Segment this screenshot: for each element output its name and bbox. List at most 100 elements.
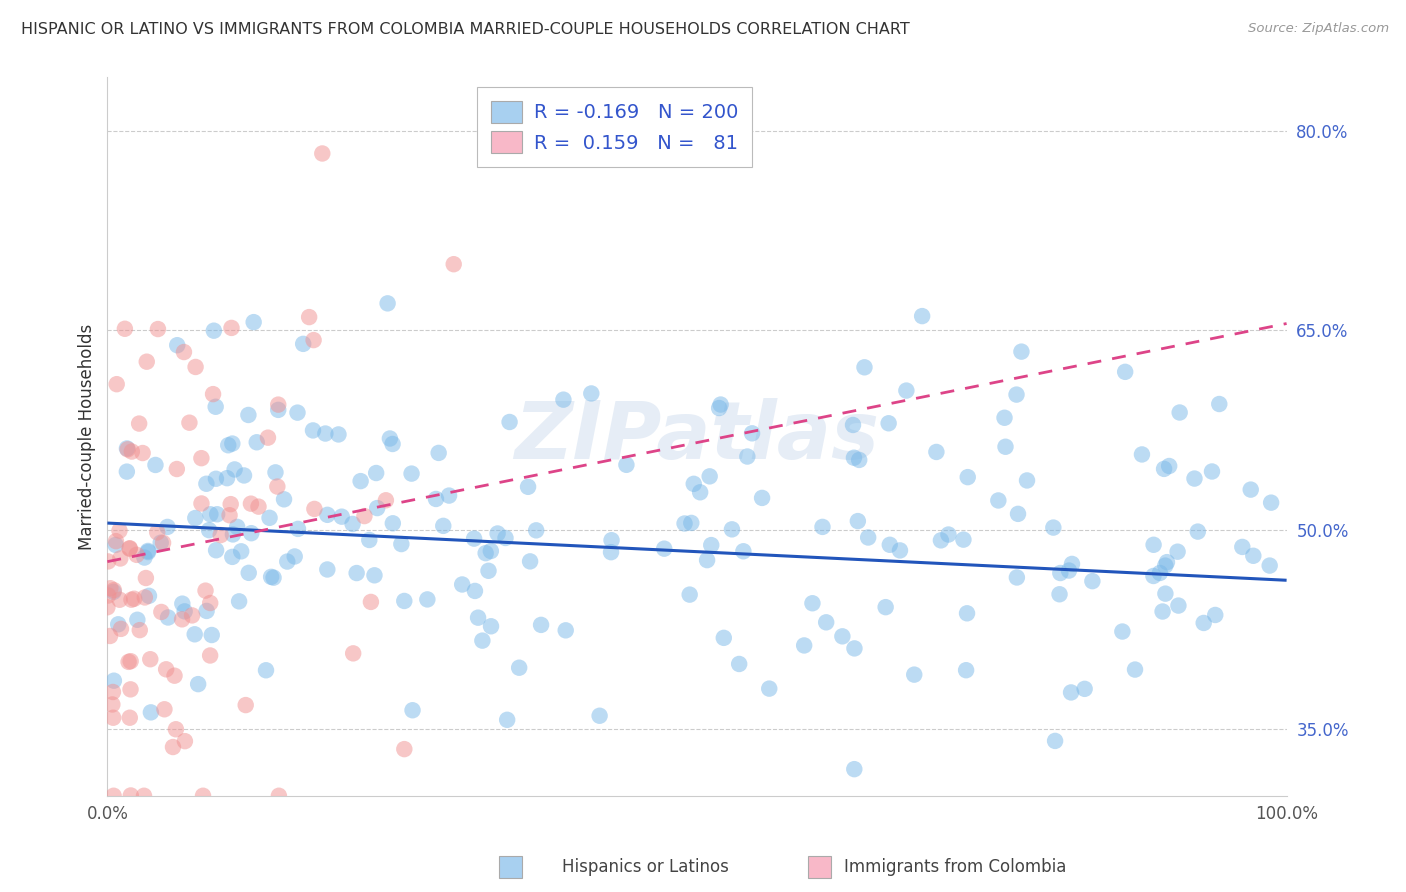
Point xyxy=(235,698,257,712)
Point xyxy=(166,338,188,352)
Point xyxy=(125,548,148,562)
Point xyxy=(101,685,124,699)
Point xyxy=(925,445,948,459)
Point xyxy=(198,648,221,663)
Point xyxy=(1260,496,1282,510)
Point xyxy=(875,600,897,615)
Point xyxy=(330,509,353,524)
Point xyxy=(581,386,603,401)
Point xyxy=(1167,544,1189,558)
Point xyxy=(366,466,388,480)
Point xyxy=(120,654,142,668)
Y-axis label: Married-couple Households: Married-couple Households xyxy=(79,324,96,549)
Point xyxy=(136,544,159,558)
Text: HISPANIC OR LATINO VS IMMIGRANTS FROM COLOMBIA MARRIED-COUPLE HOUSEHOLDS CORRELA: HISPANIC OR LATINO VS IMMIGRANTS FROM CO… xyxy=(21,22,910,37)
Point xyxy=(896,384,918,398)
Point xyxy=(118,541,141,556)
Point xyxy=(679,588,702,602)
Point xyxy=(218,508,240,523)
Point xyxy=(1043,734,1066,748)
Point xyxy=(553,392,575,407)
Point xyxy=(181,608,204,623)
Point xyxy=(471,633,494,648)
Point xyxy=(1192,615,1215,630)
Point xyxy=(198,523,221,537)
Point xyxy=(381,516,404,531)
Point xyxy=(205,472,228,486)
Point xyxy=(200,508,222,522)
Point xyxy=(519,554,541,568)
Point xyxy=(844,641,866,656)
Point xyxy=(1114,365,1136,379)
Point xyxy=(877,417,900,431)
Point xyxy=(146,322,169,336)
Point xyxy=(741,426,763,441)
Point xyxy=(1142,569,1164,583)
Point xyxy=(437,489,460,503)
Point xyxy=(801,596,824,610)
Point xyxy=(120,592,142,607)
Point xyxy=(1154,587,1177,601)
Point xyxy=(131,446,153,460)
Point xyxy=(517,480,540,494)
Point xyxy=(304,502,326,516)
Point xyxy=(1201,465,1223,479)
Point xyxy=(165,723,187,737)
Point xyxy=(104,538,127,552)
Point xyxy=(284,549,307,564)
Point xyxy=(128,417,150,431)
Point xyxy=(848,453,870,467)
Point xyxy=(127,613,149,627)
Point xyxy=(163,669,186,683)
Point xyxy=(737,450,759,464)
Point xyxy=(273,492,295,507)
Point xyxy=(184,511,207,525)
Point xyxy=(292,336,315,351)
Point xyxy=(162,739,184,754)
Point xyxy=(495,531,517,545)
Point xyxy=(342,646,364,660)
Point xyxy=(172,597,194,611)
Point xyxy=(1057,564,1080,578)
Point xyxy=(156,520,179,534)
Point xyxy=(202,387,225,401)
Point xyxy=(115,442,138,456)
Point xyxy=(956,470,979,484)
Point xyxy=(1154,558,1177,573)
Point xyxy=(222,527,245,541)
Point xyxy=(955,663,977,677)
Point xyxy=(463,532,485,546)
Point xyxy=(682,476,704,491)
Point xyxy=(190,451,212,466)
Point xyxy=(259,511,281,525)
Point xyxy=(1184,472,1206,486)
Point xyxy=(1010,344,1032,359)
Point xyxy=(1130,447,1153,461)
Point xyxy=(1240,483,1263,497)
Point xyxy=(110,622,132,636)
Point xyxy=(616,458,638,472)
Point xyxy=(170,612,193,626)
Text: ZIPatlas: ZIPatlas xyxy=(515,398,880,475)
Point xyxy=(97,554,120,568)
Point xyxy=(1060,685,1083,699)
Point xyxy=(302,424,325,438)
Point xyxy=(101,698,124,712)
Point xyxy=(1208,397,1230,411)
Point xyxy=(98,581,121,595)
Point xyxy=(1111,624,1133,639)
Point xyxy=(1232,540,1254,554)
Point xyxy=(191,789,214,803)
Point xyxy=(135,571,157,585)
Point xyxy=(938,527,960,541)
Point xyxy=(115,465,138,479)
Point xyxy=(1005,387,1028,401)
Point xyxy=(96,600,118,615)
Point xyxy=(346,566,368,580)
Point xyxy=(104,534,127,549)
Point xyxy=(401,703,423,717)
Point xyxy=(120,789,142,803)
Point xyxy=(1168,405,1191,419)
Point xyxy=(994,440,1017,454)
Point xyxy=(187,677,209,691)
